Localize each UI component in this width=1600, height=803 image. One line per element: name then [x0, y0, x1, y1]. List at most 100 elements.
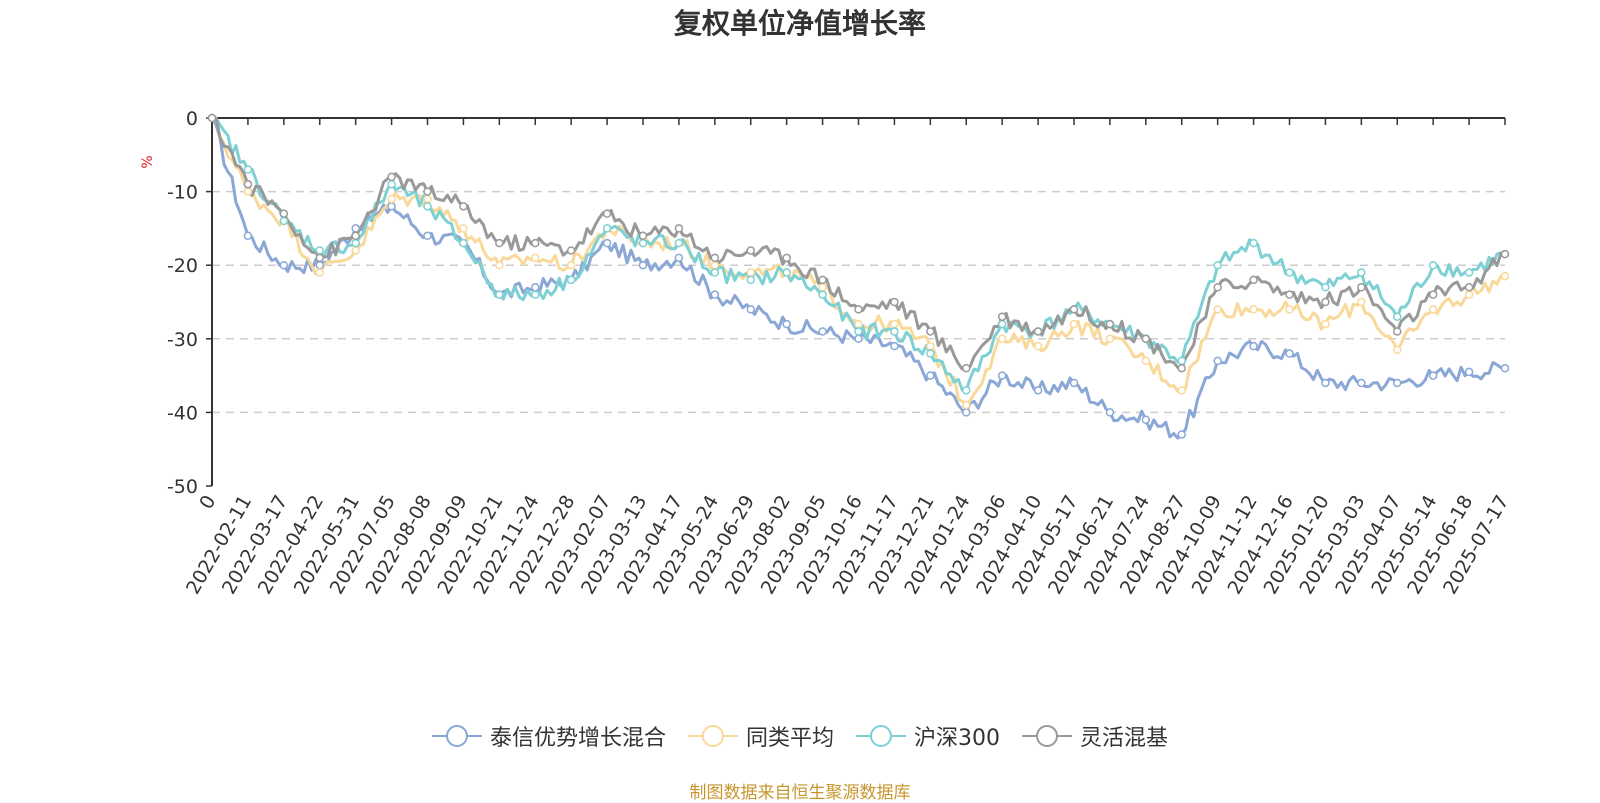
- data-point: [1285, 349, 1294, 358]
- data-point: [818, 290, 827, 299]
- data-point: [387, 194, 396, 204]
- data-point: [495, 260, 504, 270]
- data-point: [1285, 305, 1294, 314]
- series-line: [211, 116, 1506, 407]
- data-point: [423, 194, 432, 204]
- data-point: [1428, 260, 1438, 270]
- data-point: [1428, 371, 1438, 380]
- data-point: [1213, 356, 1222, 366]
- data-point: [782, 253, 791, 263]
- y-tick-label: -10: [167, 182, 198, 204]
- data-point: [387, 202, 396, 211]
- data-point: [997, 312, 1007, 321]
- data-point: [710, 268, 720, 277]
- data-point: [854, 305, 863, 314]
- y-tick-label: -30: [167, 329, 198, 351]
- legend-item-csi300[interactable]: 沪深300: [856, 720, 1000, 752]
- data-point: [1249, 238, 1258, 248]
- data-point: [243, 165, 253, 174]
- data-point: [1500, 249, 1510, 259]
- axes: 0-10-20-30-40-5002022-02-112022-03-17202…: [167, 108, 1513, 598]
- data-point: [890, 319, 899, 329]
- data-point: [602, 209, 612, 218]
- y-tick-label: -20: [167, 255, 198, 277]
- data-point: [818, 283, 827, 292]
- legend-circle-icon: [1022, 725, 1072, 747]
- data-point: [1141, 415, 1151, 425]
- data-point: [1285, 268, 1294, 277]
- data-point: [926, 341, 935, 351]
- data-point: [1249, 275, 1258, 285]
- data-point: [997, 319, 1007, 329]
- data-point: [890, 341, 899, 351]
- data-point: [1105, 334, 1115, 344]
- data-point: [1213, 283, 1222, 292]
- data-point: [423, 231, 432, 241]
- data-point: [1321, 378, 1330, 388]
- legend-item-fund[interactable]: 泰信优势增长混合: [431, 720, 666, 752]
- data-markers: [207, 113, 1510, 439]
- data-point: [1464, 283, 1474, 292]
- data-point: [854, 319, 863, 329]
- data-point: [531, 290, 540, 299]
- data-point: [315, 260, 324, 270]
- data-point: [602, 224, 612, 233]
- series-lines: [210, 116, 1506, 440]
- data-point: [997, 371, 1007, 380]
- data-point: [1393, 378, 1402, 388]
- data-point: [387, 179, 396, 189]
- data-point: [1069, 305, 1079, 314]
- data-point: [243, 231, 253, 241]
- data-point: [1105, 408, 1115, 417]
- chart-title: 复权单位净值增长率: [673, 7, 926, 40]
- data-point: [782, 319, 791, 329]
- data-point: [746, 246, 755, 255]
- data-point: [459, 202, 468, 211]
- legend-item-flexible-mixed[interactable]: 灵活混基: [1022, 720, 1168, 752]
- grid-lines: [212, 190, 1505, 414]
- data-point: [602, 238, 612, 248]
- legend: 泰信优势增长混合 同类平均 沪深300 灵活混基: [0, 720, 1600, 752]
- data-point: [1033, 327, 1043, 336]
- data-point: [1464, 290, 1474, 299]
- data-point: [1393, 345, 1402, 355]
- data-point: [279, 260, 289, 270]
- data-point: [1357, 268, 1366, 277]
- data-point: [926, 371, 935, 380]
- data-point: [315, 246, 324, 255]
- data-point: [782, 268, 791, 277]
- legend-label: 泰信优势增长混合: [489, 726, 666, 751]
- legend-circle-icon: [687, 725, 738, 747]
- legend-item-peer-average[interactable]: 同类平均: [687, 720, 834, 752]
- data-point: [1393, 312, 1402, 321]
- data-point: [1357, 283, 1366, 292]
- data-point: [890, 327, 899, 336]
- data-point: [1213, 305, 1222, 314]
- data-point: [315, 253, 324, 263]
- data-point: [674, 253, 684, 263]
- data-point: [351, 224, 360, 233]
- data-point: [890, 297, 899, 307]
- data-point: [1357, 378, 1366, 388]
- legend-label: 沪深300: [914, 726, 1000, 751]
- data-point: [1177, 363, 1186, 373]
- data-point: [926, 327, 935, 336]
- data-point: [1428, 305, 1438, 314]
- legend-label: 灵活混基: [1080, 726, 1169, 751]
- data-point: [1141, 356, 1151, 366]
- data-point: [495, 238, 504, 248]
- data-point: [1464, 268, 1474, 277]
- data-point: [351, 238, 360, 248]
- data-point: [566, 246, 576, 255]
- data-point: [351, 231, 360, 241]
- data-point: [1177, 386, 1186, 395]
- data-point: [566, 260, 576, 270]
- data-point: [746, 305, 755, 314]
- data-point: [1500, 363, 1510, 373]
- data-point: [1033, 386, 1043, 395]
- data-point: [351, 246, 360, 255]
- data-point: [854, 327, 863, 336]
- data-point: [818, 327, 827, 336]
- data-point: [638, 260, 648, 270]
- data-point: [1285, 290, 1294, 299]
